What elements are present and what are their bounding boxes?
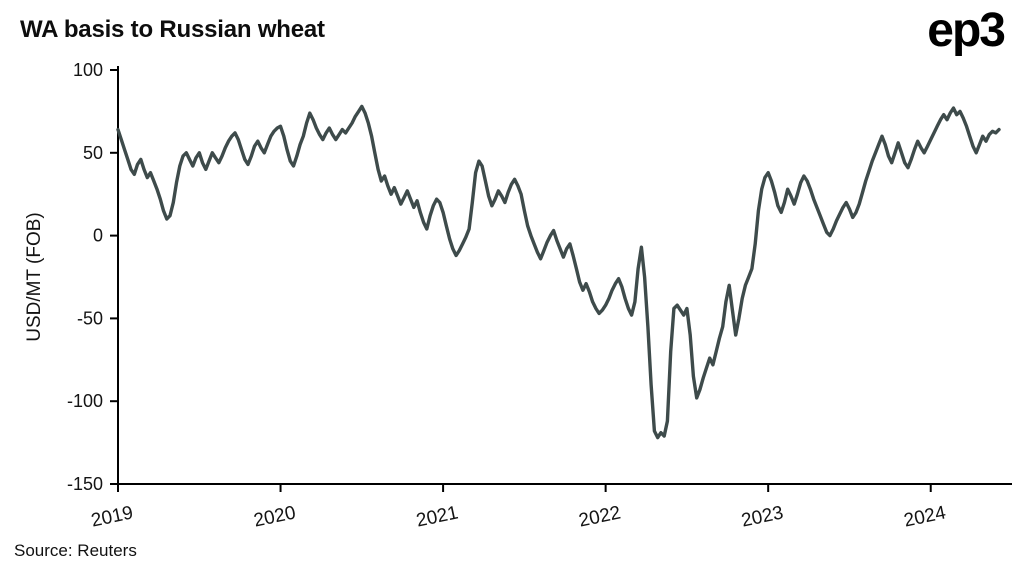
data-series-line bbox=[116, 104, 1001, 440]
x-tick-label: 2021 bbox=[414, 502, 460, 531]
y-tick-label: 50 bbox=[83, 143, 103, 163]
x-tick-label: 2019 bbox=[89, 502, 135, 531]
y-axis-title: USD/MT (FOB) bbox=[24, 212, 45, 341]
x-tick-label: 2022 bbox=[577, 502, 623, 531]
ep3-logo: ep3 bbox=[927, 4, 1006, 57]
y-tick-label: -150 bbox=[67, 474, 103, 494]
x-tick-label: 2024 bbox=[902, 502, 948, 531]
y-tick-label: 100 bbox=[73, 60, 103, 80]
x-tick-label: 2020 bbox=[252, 502, 298, 531]
y-tick-label: 0 bbox=[93, 226, 103, 246]
y-tick-label: -100 bbox=[67, 391, 103, 411]
source-note: Source: Reuters bbox=[14, 541, 137, 560]
x-tick-label: 2023 bbox=[739, 502, 785, 531]
chart-title: WA basis to Russian wheat bbox=[20, 16, 325, 43]
y-tick-label: -50 bbox=[77, 308, 103, 328]
